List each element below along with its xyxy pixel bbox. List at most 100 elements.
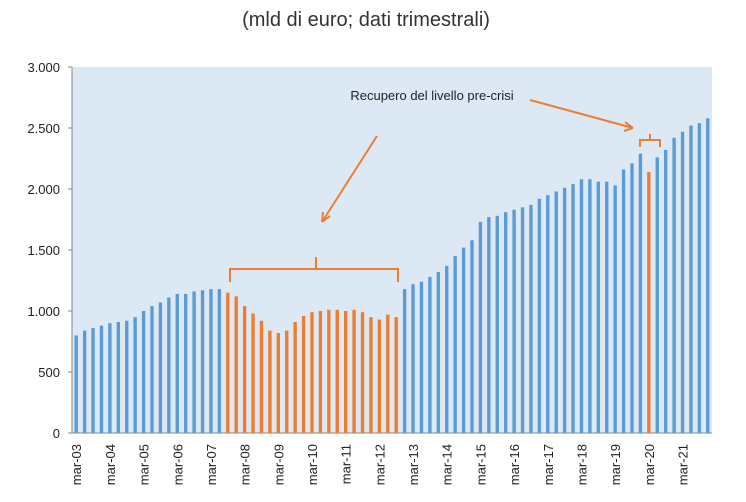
x-tick-label: mar-07 <box>204 444 219 485</box>
bar <box>697 123 702 434</box>
bar <box>638 153 643 433</box>
bar <box>184 293 188 433</box>
bar <box>200 290 205 433</box>
x-tick-label: mar-19 <box>608 444 623 485</box>
bar <box>562 187 567 433</box>
bar <box>327 309 331 433</box>
x-tick-label: mar-15 <box>473 444 488 485</box>
bar <box>621 169 626 434</box>
x-tick-label: mar-17 <box>541 444 556 485</box>
bar <box>495 215 499 433</box>
bar <box>285 330 289 433</box>
bar <box>411 284 415 433</box>
bar <box>377 319 382 433</box>
bar <box>242 306 247 433</box>
bar <box>706 118 710 434</box>
bar <box>150 306 154 433</box>
x-tick-label: mar-03 <box>69 444 84 485</box>
bar <box>630 163 634 433</box>
x-tick-label: mar-21 <box>676 444 691 485</box>
bar <box>512 209 516 433</box>
bar <box>386 314 390 433</box>
bar <box>571 184 575 433</box>
bar <box>436 271 440 433</box>
x-tick-label: mar-16 <box>507 444 522 485</box>
y-tick-label: 1.000 <box>27 304 60 319</box>
y-tick-label: 1.500 <box>27 243 60 258</box>
bar <box>301 315 306 433</box>
x-tick-label: mar-10 <box>305 444 320 485</box>
y-tick-label: 2.500 <box>27 121 60 136</box>
bracket-crisis <box>229 257 399 282</box>
x-tick-label: mar-04 <box>103 444 118 485</box>
bar <box>445 265 449 433</box>
annotations <box>229 99 661 282</box>
annotation-bg <box>338 87 528 109</box>
bar <box>655 157 659 433</box>
bar <box>402 289 407 433</box>
bar <box>546 195 550 433</box>
bar <box>82 330 87 433</box>
bar <box>394 317 398 433</box>
bar <box>318 311 323 433</box>
bar <box>369 317 373 433</box>
bar <box>91 328 95 433</box>
bar <box>596 181 600 433</box>
bar <box>259 320 264 433</box>
bar <box>689 125 693 433</box>
bar <box>647 171 651 434</box>
bar <box>74 335 78 433</box>
chart-title: (mld di euro; dati trimestrali) <box>242 9 490 31</box>
bar <box>268 330 272 433</box>
x-tick-label: mar-14 <box>440 444 455 485</box>
bar <box>579 179 584 433</box>
bar <box>293 321 297 433</box>
bar <box>344 311 348 433</box>
bar <box>680 131 685 433</box>
x-tick-label: mar-11 <box>339 444 354 484</box>
bar <box>217 289 222 433</box>
x-tick-label: mar-08 <box>238 444 253 485</box>
bar <box>672 137 676 433</box>
bar <box>192 291 196 433</box>
y-tick-label: 3.000 <box>27 60 60 75</box>
bar <box>478 221 483 433</box>
x-tick-label: mar-06 <box>170 444 185 485</box>
bar <box>234 296 238 433</box>
y-tick-label: 500 <box>38 365 60 380</box>
bar <box>108 323 112 433</box>
bar <box>529 204 533 433</box>
bar <box>613 185 617 433</box>
bar <box>554 191 558 433</box>
bar <box>226 292 230 433</box>
bar <box>209 289 213 433</box>
arrow <box>529 99 634 129</box>
x-tick-label: mar-05 <box>137 444 152 485</box>
bar <box>664 149 668 433</box>
bar <box>310 312 314 433</box>
bar <box>470 240 474 433</box>
bar <box>461 247 466 433</box>
x-tick-label: mar-09 <box>271 444 286 485</box>
bar <box>116 321 120 433</box>
arrow <box>321 135 378 223</box>
bar <box>167 297 171 433</box>
bar <box>276 332 280 433</box>
bar <box>175 293 179 433</box>
bar <box>419 281 424 433</box>
bar <box>588 179 592 433</box>
annotation: Recupero del livello pre-crisi <box>350 88 513 103</box>
bar <box>158 302 163 433</box>
x-tick-label: mar-20 <box>642 444 657 485</box>
x-tick-label: mar-12 <box>372 444 387 485</box>
bar <box>352 309 356 433</box>
bar <box>504 212 508 433</box>
bar <box>605 181 609 433</box>
y-tick-label: 2.000 <box>27 182 60 197</box>
bracket-recovery <box>639 134 661 147</box>
bar <box>537 198 542 433</box>
bar <box>133 317 137 433</box>
bar <box>251 313 255 433</box>
bar <box>428 276 432 433</box>
